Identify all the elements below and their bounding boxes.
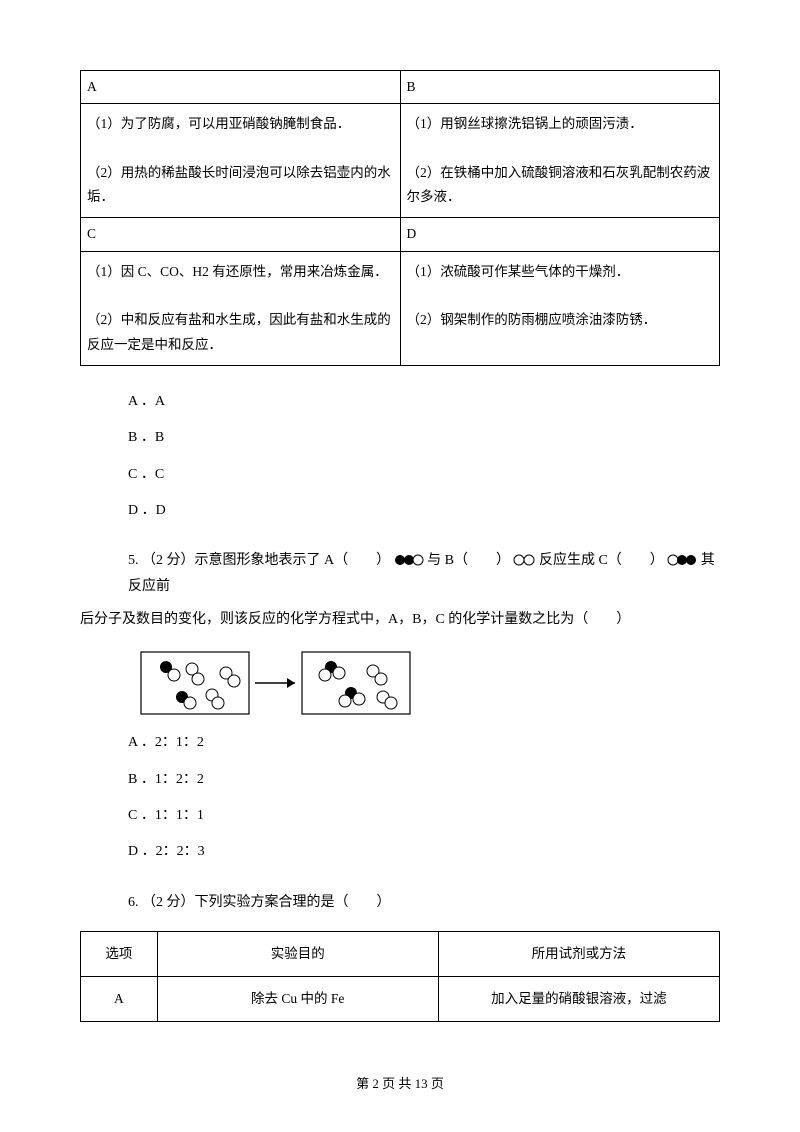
question-6-text: 6. （2 分）下列实验方案合理的是（ ） <box>128 889 720 917</box>
experiment-table-q6: 选项 实验目的 所用试剂或方法 A 除去 Cu 中的 Fe 加入足量的硝酸银溶液… <box>80 931 720 1023</box>
cell-c-header: C <box>81 218 401 251</box>
cell-c-content: （1）因 C、CO、H2 有还原性，常用来冶炼金属．（2）中和反应有盐和水生成，… <box>81 251 401 365</box>
q5-option-c: C ．1：1：1 <box>128 798 720 834</box>
q6-row1-col2: 除去 Cu 中的 Fe <box>157 977 438 1022</box>
reaction-svg <box>140 651 420 717</box>
q5-option-d: D ．2：2：3 <box>128 834 720 870</box>
q5-mid1: 与 B（ ） <box>427 553 510 568</box>
reaction-diagram <box>140 651 720 717</box>
option-d: D ．D <box>128 493 720 529</box>
cell-a-header: A <box>81 71 401 104</box>
cell-a-content: （1）为了防腐，可以用亚硝酸钠腌制食品．（2）用热的稀盐酸长时间浸泡可以除去铝壶… <box>81 104 401 218</box>
q5-prefix: 5. （2 分）示意图形象地表示了 A（ ） <box>128 553 390 568</box>
option-c: C ．C <box>128 457 720 493</box>
cell-d-header: D <box>400 218 720 251</box>
q5-mid2: 反应生成 C（ ） <box>539 553 664 568</box>
cell-b-content: （1）用钢丝球擦洗铝锅上的顽固污渍．（2）在铁桶中加入硫酸铜溶液和石灰乳配制农药… <box>400 104 720 218</box>
q6-row1-col3: 加入足量的硝酸银溶液，过滤 <box>438 977 719 1022</box>
q6-row1-col1: A <box>81 977 158 1022</box>
options-table-q4: A B （1）为了防腐，可以用亚硝酸钠腌制食品．（2）用热的稀盐酸长时间浸泡可以… <box>80 70 720 366</box>
q5-option-a: A ．2：1：2 <box>128 725 720 761</box>
q5-line2: 后分子及数目的变化，则该反应的化学方程式中，A，B，C 的化学计量数之比为（ ） <box>80 607 720 634</box>
q6-col3-header: 所用试剂或方法 <box>438 931 719 976</box>
question-5: 5. （2 分）示意图形象地表示了 A（ ） 与 B（ ） 反应生成 C（ ） … <box>80 548 720 634</box>
q5-option-b: B ．1：2：2 <box>128 762 720 798</box>
cell-d-content: （1）浓硫酸可作某些气体的干燥剂．（2）钢架制作的防雨棚应喷涂油漆防锈． <box>400 251 720 365</box>
q6-col2-header: 实验目的 <box>157 931 438 976</box>
page-footer: 第 2 页 共 13 页 <box>0 1073 800 1092</box>
molecule-b-icon <box>513 554 535 566</box>
option-b: B ．B <box>128 420 720 456</box>
option-a: A ．A <box>128 384 720 420</box>
q6-col1-header: 选项 <box>81 931 158 976</box>
molecule-c-icon <box>667 554 697 566</box>
cell-b-header: B <box>400 71 720 104</box>
molecule-a-icon <box>394 554 424 566</box>
